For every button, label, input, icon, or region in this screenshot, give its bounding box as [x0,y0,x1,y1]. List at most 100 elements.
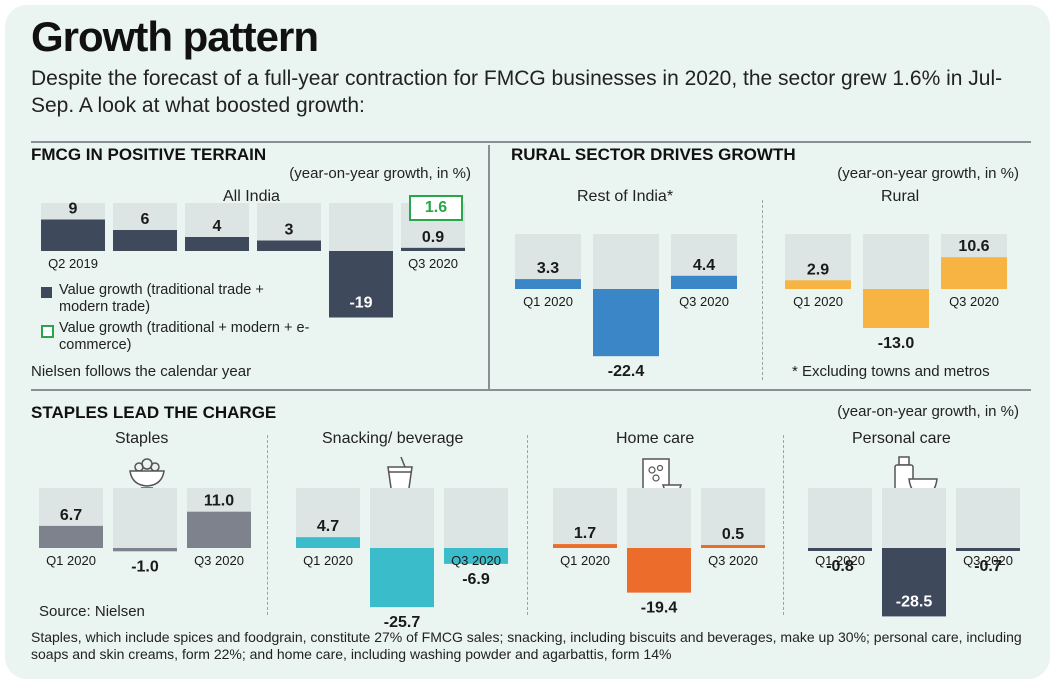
home-care-category-label-0: Q1 2020 [560,553,610,568]
rest-of-india-value-label-2: 4.4 [693,257,715,274]
rural-backdrop-0 [785,234,851,289]
home-care-panel-title: Home care [616,430,695,447]
rest-of-india-value-label-0: 3.3 [537,260,559,277]
snacking-bar-0 [296,537,360,548]
personal-care-bar-2 [956,548,1020,551]
all-india-bar-4 [329,251,393,318]
all-india-value-label-0: 9 [69,201,78,218]
all-india-value-label-1: 6 [141,211,150,228]
personal-care-panel-title: Personal care [852,430,951,447]
rural-bar-chart: 2.9 Q1 2020 -13.0 10.6 Q3 2020 [785,234,1007,352]
snacking-bar-2 [444,548,508,564]
staples-bar-0 [39,525,103,548]
home-care-bar-0 [553,544,617,548]
all-india-value-label-5: 0.9 [422,229,444,246]
snacking-bar-1 [370,548,434,608]
legend-swatch-ecommerce [41,325,54,338]
snacking-backdrop-2 [444,488,508,548]
fmcg-section-title: FMCG IN POSITIVE TERRAIN [31,145,267,164]
fmcg-note: Nielsen follows the calendar year [31,363,252,380]
rural-value-label-1: -13.0 [878,335,915,352]
personal-care-value-label-1: -28.5 [896,593,933,610]
rural-bar-1 [863,289,929,328]
personal-care-value-label-0: -0.8 [826,558,854,575]
personal-care-bar-chart: -0.8Q1 2020 -28.5 -0.7Q3 2020 [808,488,1020,617]
staples-backdrop-1 [113,488,177,548]
legend-label-ecommerce: Value growth (traditional + modern + e-c… [59,320,310,353]
all-india-bar-1 [113,230,177,251]
source-label: Source: Nielsen [39,603,145,620]
all-india-bar-2 [185,237,249,251]
snacking-value-label-2: -6.9 [462,571,490,588]
snacking-bar-chart: 4.7 Q1 2020 -25.7 -6.9 Q3 2020 [296,488,508,631]
staples-category-label-2: Q3 2020 [194,553,244,568]
home-care-backdrop-0 [553,488,617,548]
snacking-category-label-0: Q1 2020 [303,553,353,568]
home-care-value-label-0: 1.7 [574,525,596,542]
snacking-category-label-2: Q3 2020 [451,553,501,568]
section-divider [31,389,1031,391]
all-india-value-label-2: 4 [213,218,222,235]
rest-of-india-category-label-2: Q3 2020 [679,294,729,309]
staples-divider-2 [527,435,528,615]
all-india-value-label-4: -19 [349,295,372,312]
home-care-category-label-2: Q3 2020 [708,553,758,568]
staples-bar-1 [113,548,177,552]
rural-value-label-2: 10.6 [958,238,989,255]
personal-care-bar-0 [808,548,872,551]
all-india-category-label-5: Q3 2020 [408,256,458,271]
rural-value-label-0: 2.9 [807,261,829,278]
rural-bar-2 [941,257,1007,289]
rural-note: * Excluding towns and metros [792,363,990,380]
personal-care-backdrop-1 [882,488,946,548]
rural-bar-0 [785,280,851,289]
rural-unit-label: (year-on-year growth, in %) [837,165,1019,182]
home-care-backdrop-1 [627,488,691,548]
rest-of-india-category-label-0: Q1 2020 [523,294,573,309]
ecommerce-growth-callout: 1.6 [409,195,463,221]
snacking-value-label-0: 4.7 [317,518,339,535]
personal-care-category-label-2: Q3 2020 [963,553,1013,568]
rural-category-label-0: Q1 2020 [793,294,843,309]
staples-category-label-0: Q1 2020 [46,553,96,568]
rural-panel-title: Rural [881,188,920,205]
staples-divider-1 [267,435,268,615]
personal-care-bar-1 [882,548,946,617]
all-india-panel-title: All India [223,188,280,205]
rest-of-india-bar-0 [515,279,581,289]
staples-unit-label: (year-on-year growth, in %) [837,403,1019,420]
all-india-category-label-0: Q2 2019 [48,256,98,271]
staples-bar-chart: 6.7 Q1 2020 -1.0 11.0 Q3 2020 [39,488,251,575]
staples-bar-2 [187,511,251,548]
rest-of-india-bar-chart: 3.3 Q1 2020 -22.4 4.4 Q3 2020 [515,234,737,380]
staples-value-label-0: 6.7 [60,507,82,524]
home-care-backdrop-2 [701,488,765,548]
home-care-value-label-2: 0.5 [722,526,744,543]
personal-care-backdrop-0 [808,488,872,548]
fmcg-unit-label: (year-on-year growth, in %) [289,165,471,182]
snacking-panel-title: Snacking/ beverage [322,430,464,447]
rural-section-title: RURAL SECTOR DRIVES GROWTH [511,145,796,164]
all-india-value-label-3: 3 [285,222,294,239]
personal-care-backdrop-2 [956,488,1020,548]
page-title: Growth pattern [31,13,319,60]
rest-of-india-bar-2 [671,275,737,289]
rural-category-label-2: Q3 2020 [949,294,999,309]
home-care-bar-2 [701,545,765,548]
home-care-value-label-1: -19.4 [641,600,678,617]
personal-care-value-label-2: -0.7 [974,558,1002,575]
infographic-card: Growth pattern Despite the forecast of a… [5,5,1050,679]
snacking-value-label-1: -25.7 [384,614,421,631]
rest-of-india-value-label-1: -22.4 [608,363,645,380]
staples-section-title: STAPLES LEAD THE CHARGE [31,403,277,422]
rest-of-india-bar-1 [593,289,659,357]
rural-backdrop-1 [863,234,929,289]
snacking-backdrop-1 [370,488,434,548]
top-divider [31,141,1031,143]
rest-of-india-backdrop-1 [593,234,659,289]
all-india-backdrop-4 [329,203,393,251]
staples-panel-title: Staples [115,430,169,447]
all-india-bar-chart: 9 Q2 2019 6 4 3 -19 0.9 Q3 2020 [41,201,465,318]
all-india-bar-3 [257,240,321,251]
rural-panel-divider [762,200,763,380]
